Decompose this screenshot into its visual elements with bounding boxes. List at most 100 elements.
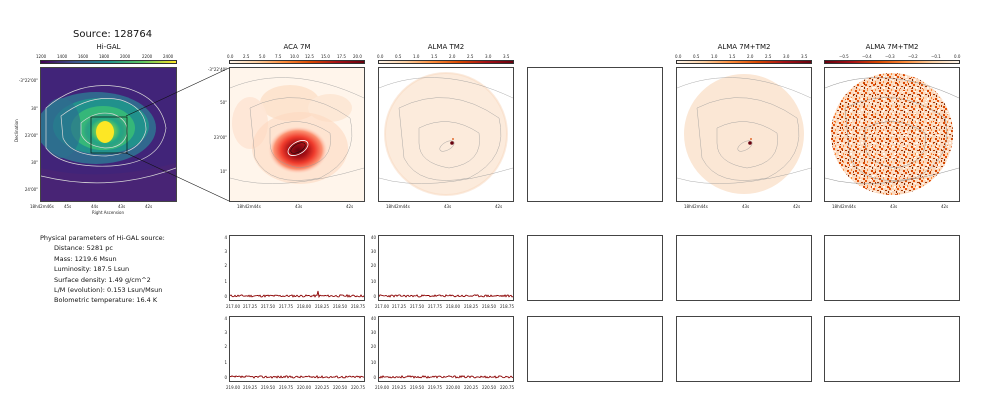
cbar-tick: 2.5: [467, 54, 474, 59]
param-surface-density: Surface density: 1.49 g/cm^2: [54, 275, 151, 284]
x-tick: 42s: [346, 204, 354, 209]
x-tick: 42s: [495, 204, 503, 209]
higal-y-ticks: -3°22'00" 30" 23'00" 30" 24'00": [0, 70, 40, 205]
y-tick: 1: [224, 279, 227, 284]
empty-panel: [824, 316, 960, 382]
cbar-tick: 3.0: [783, 54, 790, 59]
y-tick: 4: [224, 235, 227, 240]
cbar-tick: 15.0: [321, 54, 330, 59]
aca-title: ACA 7M: [283, 43, 311, 51]
x-tick: 220.00: [446, 385, 460, 390]
cbar-tick: 2.0: [747, 54, 754, 59]
tm2-colorbar: [378, 60, 514, 64]
y-tick: 10": [220, 169, 227, 174]
x-tick: 219.00: [375, 385, 389, 390]
x-tick: 44s: [91, 204, 99, 209]
cbar-tick: −0.3: [885, 54, 895, 59]
spectrum-tm2-row2: [378, 316, 514, 382]
empty-panel: [527, 235, 663, 301]
cbar-tick: 20.0: [353, 54, 362, 59]
spectrum-aca-row2: [229, 316, 365, 382]
y-tick: 0: [224, 375, 227, 380]
y-tick: 10: [370, 279, 376, 284]
x-tick: 218.25: [315, 304, 329, 309]
diff-title: ALMA 7M+TM2: [865, 43, 919, 51]
cbar-tick: 5.0: [259, 54, 266, 59]
cbar-tick: 0.5: [693, 54, 700, 59]
x-tick: 218.00: [446, 304, 460, 309]
cbar-tick: 1.0: [413, 54, 420, 59]
empty-panel: [676, 235, 812, 301]
y-tick: 30: [370, 330, 376, 335]
x-tick: 219.00: [226, 385, 240, 390]
cbar-tick: 2000: [120, 54, 131, 59]
x-tick: 219.25: [392, 385, 406, 390]
higal-x-ticks: 18h42m46s 45s 44s 43s 42s: [30, 204, 190, 210]
higal-xlabel: Right Ascension: [92, 210, 124, 215]
cbar-tick: 2400: [163, 54, 174, 59]
tm2-x-ticks: 18h42m44s 43s 42s: [378, 204, 518, 210]
x-tick: 43s: [118, 204, 126, 209]
y-tick: 1: [224, 360, 227, 365]
cbar-tick: 17.5: [337, 54, 346, 59]
tm2-title: ALMA TM2: [427, 43, 465, 51]
combo-image: [676, 67, 812, 202]
aca-y-ticks: -3°22'40" 50" 23'00" 10": [200, 67, 229, 202]
empty-panel: [824, 235, 960, 301]
cbar-tick: 10.0: [290, 54, 299, 59]
aca-x-ticks: 18h42m44s 43s 42s: [229, 204, 369, 210]
higal-colorbar: [40, 60, 177, 64]
higal-colorbar-ticks: 1200 1400 1600 1800 2000 2200 2400: [36, 54, 182, 59]
cbar-tick: 1200: [36, 54, 47, 59]
y-tick: 2: [224, 263, 227, 268]
cbar-tick: 3.5: [801, 54, 808, 59]
y-tick: 20: [370, 263, 376, 268]
x-tick: 43s: [890, 204, 898, 209]
diff-image: [824, 67, 960, 202]
empty-panel: [527, 67, 663, 202]
spectrum-row2-a-x-ticks: 219.00 219.25 219.50 219.75 220.00 220.2…: [226, 385, 371, 391]
param-luminosity: Luminosity: 187.5 Lsun: [54, 265, 130, 274]
cbar-tick: 1.0: [711, 54, 718, 59]
x-tick: 220.00: [297, 385, 311, 390]
cbar-tick: 0.5: [395, 54, 402, 59]
param-lm: L/M (evolution): 0.153 Lsun/Msun: [54, 286, 163, 295]
cbar-tick: 0.0: [675, 54, 682, 59]
x-tick: 219.50: [410, 385, 424, 390]
x-tick: 43s: [742, 204, 750, 209]
x-tick: 18h42m46s: [30, 204, 54, 209]
x-tick: 218.50: [333, 304, 347, 309]
x-tick: 217.00: [375, 304, 389, 309]
spectrum-row1-b-x-ticks: 217.00 217.25 217.50 217.75 218.00 218.2…: [375, 304, 520, 310]
x-tick: 219.75: [428, 385, 442, 390]
x-tick: 18h42m44s: [386, 204, 410, 209]
y-tick: 0: [224, 294, 227, 299]
x-tick: 43s: [444, 204, 452, 209]
tm2-image: [378, 67, 514, 202]
y-tick: -3°22'00": [18, 78, 38, 83]
empty-panel: [527, 316, 663, 382]
aca-image: [229, 67, 365, 202]
cbar-tick: −0.5: [839, 54, 849, 59]
spectrum-row1-a-x-ticks: 217.00 217.25 217.50 217.75 218.00 218.2…: [226, 304, 371, 310]
higal-image: [40, 67, 177, 202]
y-tick: 4: [224, 316, 227, 321]
combo-colorbar-ticks: 0.0 0.5 1.0 1.5 2.0 2.5 3.0 3.5: [675, 54, 821, 59]
y-tick: 2: [224, 344, 227, 349]
y-tick: 30": [31, 106, 38, 111]
x-tick: 18h42m44s: [832, 204, 856, 209]
cbar-tick: 1800: [99, 54, 110, 59]
spectrum-aca-row2-y-ticks: 4 3 2 1 0: [218, 316, 228, 382]
spectrum-tm2-row2-y-ticks: 40 30 20 10 0: [364, 316, 377, 382]
y-tick: 30: [370, 249, 376, 254]
x-tick: 45s: [64, 204, 72, 209]
x-tick: 219.25: [243, 385, 257, 390]
page-title: Source: 128764: [73, 29, 153, 40]
x-tick: 218.50: [482, 304, 496, 309]
y-tick: 23'00": [213, 135, 227, 140]
x-tick: 43s: [295, 204, 303, 209]
y-tick: 3: [224, 249, 227, 254]
cbar-tick: −0.4: [862, 54, 872, 59]
x-tick: 220.25: [464, 385, 478, 390]
